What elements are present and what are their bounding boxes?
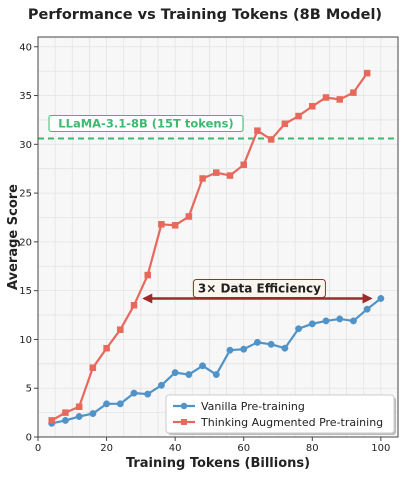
data-point — [226, 346, 234, 354]
y-axis-label: Average Score — [6, 184, 21, 290]
series-1 — [48, 295, 385, 427]
data-point — [295, 325, 303, 333]
legend-marker — [180, 402, 188, 410]
data-point — [308, 320, 316, 328]
data-point — [103, 344, 110, 352]
x-tick-label: 80 — [306, 443, 319, 454]
grid — [38, 37, 398, 437]
y-tick-label: 30 — [19, 140, 32, 151]
data-point — [185, 213, 193, 220]
data-point — [363, 305, 371, 313]
y-tick-label: 25 — [19, 189, 32, 200]
reference-line-label: LLaMA-3.1-8B (15T tokens) — [58, 116, 233, 130]
y-tick-label: 10 — [19, 335, 32, 346]
data-point — [158, 221, 165, 228]
axes: 0 20 40 60 80 100 0 5 10 15 20 25 30 35 40 — [19, 36, 399, 454]
annotation-box — [192, 278, 326, 298]
y-tick-label: 0 — [26, 433, 32, 444]
data-point — [75, 403, 83, 411]
data-point — [117, 326, 124, 333]
y-tick-label: 15 — [19, 286, 32, 297]
data-point — [171, 222, 179, 229]
data-point — [226, 172, 234, 179]
legend-label: Thinking Augmented Pre-training — [200, 416, 383, 429]
data-point — [336, 96, 343, 103]
data-point — [199, 362, 207, 370]
data-point — [130, 302, 138, 309]
data-point — [157, 381, 165, 389]
data-point — [267, 136, 275, 143]
reference-layer: LLaMA-3.1-8B (15T tokens) — [38, 114, 398, 140]
x-tick-label: 20 — [100, 443, 113, 454]
x-tick-label: 40 — [169, 443, 182, 454]
series-layer — [48, 69, 385, 427]
chart-title: Performance vs Training Tokens (8B Model… — [28, 7, 382, 23]
data-point — [199, 175, 206, 182]
x-tick-label: 60 — [237, 443, 250, 454]
annotation-label: 3× Data Efficiency — [198, 281, 321, 295]
data-point — [377, 295, 385, 302]
legend-box — [165, 394, 395, 434]
y-tick-label: 35 — [19, 91, 32, 102]
data-point — [322, 317, 330, 325]
data-point — [185, 371, 193, 379]
data-point — [75, 413, 83, 420]
x-tick-label: 100 — [371, 443, 390, 454]
data-point — [62, 409, 69, 416]
data-point — [295, 112, 302, 120]
data-point — [322, 94, 330, 101]
data-point — [349, 317, 357, 325]
y-tick-label: 40 — [19, 42, 32, 53]
data-point — [281, 344, 289, 352]
data-point — [61, 416, 69, 424]
legend-item-2: Thinking Augmented Pre-training — [173, 416, 383, 429]
annotation-layer: 3× Data Efficiency — [142, 278, 373, 304]
data-point — [89, 364, 97, 371]
series-2 — [48, 69, 371, 424]
data-point — [48, 417, 55, 424]
data-point — [144, 390, 152, 398]
data-point — [240, 161, 247, 169]
data-point — [309, 103, 316, 110]
data-point — [212, 371, 220, 379]
data-point — [213, 169, 220, 176]
data-point — [350, 89, 357, 96]
data-point — [171, 369, 179, 377]
y-tick-label: 5 — [26, 384, 32, 395]
legend-item-1: Vanilla Pre-training — [173, 400, 305, 413]
data-point — [240, 345, 248, 353]
x-axis-label: Training Tokens (Billions) — [126, 456, 310, 471]
data-point — [254, 127, 261, 134]
data-point — [130, 389, 138, 397]
data-point — [363, 69, 371, 77]
data-point — [253, 338, 261, 346]
legend-marker — [181, 419, 187, 425]
legend: Vanilla Pre-training Thinking Augmented P… — [165, 394, 396, 435]
data-point — [144, 271, 151, 279]
data-point — [116, 400, 124, 408]
data-point — [89, 410, 97, 418]
legend-label: Vanilla Pre-training — [201, 400, 305, 413]
data-point — [103, 400, 111, 408]
reference-label-box — [48, 114, 244, 132]
y-tick-label: 20 — [19, 237, 32, 248]
data-point — [281, 120, 289, 128]
x-tick-label: 0 — [35, 443, 41, 454]
plot-frame — [37, 36, 399, 438]
data-point — [336, 315, 344, 323]
data-point — [267, 340, 275, 348]
